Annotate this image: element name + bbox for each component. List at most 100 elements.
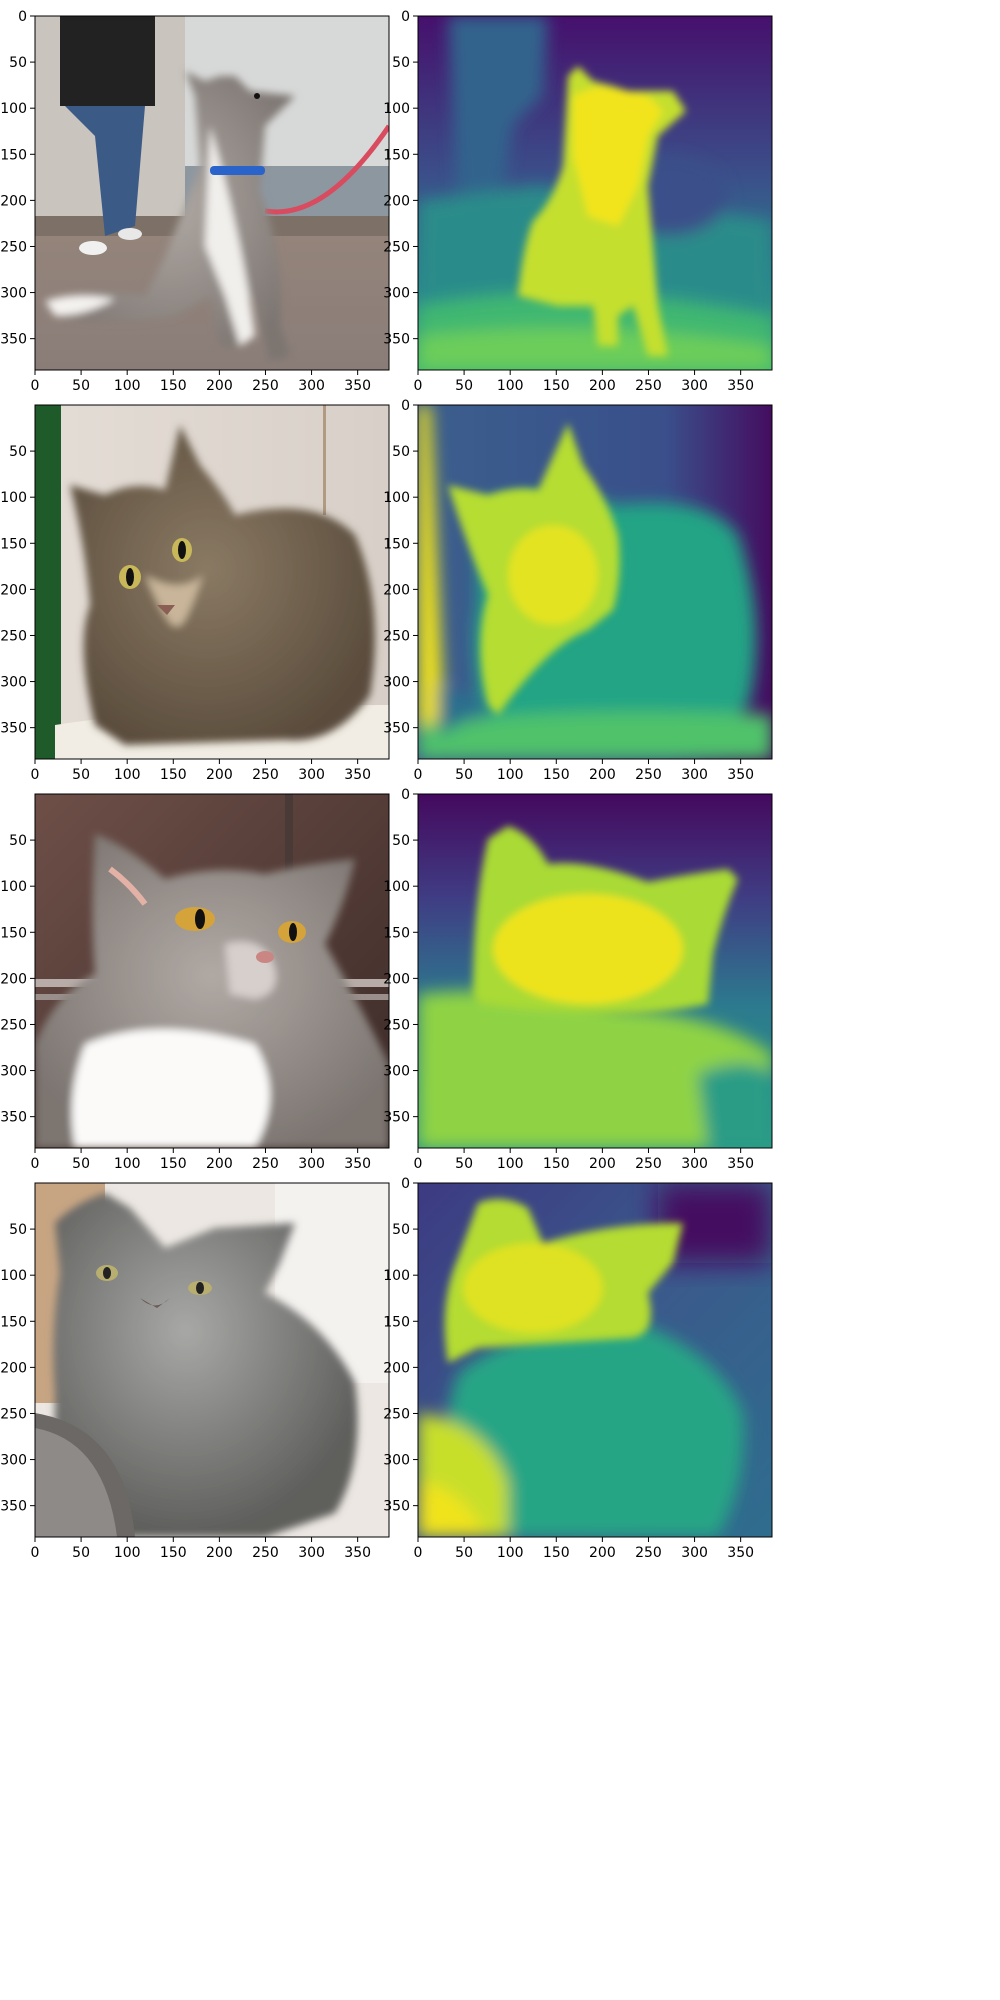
gray-cat-photo-image xyxy=(35,794,389,1148)
x-tick-label: 150 xyxy=(543,378,570,394)
x-tick-label: 200 xyxy=(206,1545,233,1561)
x-tick-label: 50 xyxy=(455,1545,473,1561)
x-tick-label: 300 xyxy=(681,378,708,394)
y-tick-label: 150 xyxy=(383,536,410,552)
x-tick-label: 250 xyxy=(635,1545,662,1561)
axes-layer: 0 50 100 150 200 250 300 350 0 50 100 150 200 250 300 3… xyxy=(0,9,773,1561)
y-tick-label: 300 xyxy=(0,1064,27,1080)
x-tick-label: 50 xyxy=(72,767,90,783)
y-tick-label: 350 xyxy=(0,332,27,348)
panel-1-0-axes: 0 50 100 150 200 250 300 350 50 100 150 200 250 300 35… xyxy=(0,404,390,783)
y-tick-label: 150 xyxy=(383,147,410,163)
y-tick-label: 250 xyxy=(383,1017,410,1033)
axes-frame xyxy=(417,793,773,1149)
panel-0-1-axes: 0 50 100 150 200 250 300 350 0 50 100 150 200 250 300 3… xyxy=(383,9,773,394)
panel-1-1-axes: 0 50 100 150 200 250 300 350 0 50 100 150 200 250 300 3… xyxy=(383,398,773,783)
y-tick-label: 100 xyxy=(0,101,27,117)
y-tick-label: 100 xyxy=(0,1268,27,1284)
y-tick-label: 100 xyxy=(0,490,27,506)
x-tick-label: 50 xyxy=(455,378,473,394)
panel-2-0-axes: 0 50 100 150 200 250 300 350 50 100 150 200 250 300 35… xyxy=(0,793,390,1172)
x-tick-label: 250 xyxy=(635,378,662,394)
x-tick-label: 300 xyxy=(298,767,325,783)
y-tick-label: 300 xyxy=(383,286,410,302)
y-tick-label: 350 xyxy=(383,1110,410,1126)
x-tick-label: 150 xyxy=(160,1545,187,1561)
y-tick-label: 200 xyxy=(383,582,410,598)
y-tick-label: 50 xyxy=(9,55,27,71)
y-tick-label: 50 xyxy=(9,444,27,460)
y-tick-label: 300 xyxy=(0,1453,27,1469)
tabby-cat-photo-image xyxy=(35,405,389,759)
y-tick-label: 350 xyxy=(383,1499,410,1515)
x-tick-label: 100 xyxy=(114,767,141,783)
y-tick-label: 150 xyxy=(0,1314,27,1330)
y-tick-label: 250 xyxy=(383,1406,410,1422)
x-tick-label: 100 xyxy=(497,1545,524,1561)
y-tick-label: 300 xyxy=(0,286,27,302)
y-tick-label: 200 xyxy=(0,582,27,598)
y-tick-label: 50 xyxy=(9,833,27,849)
dog-photo-image xyxy=(35,16,389,370)
x-tick-label: 100 xyxy=(497,767,524,783)
panel-0-0-axes: 0 50 100 150 200 250 300 350 0 50 100 150 200 250 300 3… xyxy=(0,9,390,394)
axes-frame xyxy=(417,404,773,760)
x-tick-label: 50 xyxy=(72,1545,90,1561)
y-tick-label: 300 xyxy=(383,675,410,691)
y-tick-label: 100 xyxy=(383,490,410,506)
y-tick-label: 50 xyxy=(392,1222,410,1238)
y-tick-label: 200 xyxy=(383,971,410,987)
y-tick-label: 50 xyxy=(392,444,410,460)
x-tick-label: 50 xyxy=(72,378,90,394)
x-tick-label: 350 xyxy=(344,378,371,394)
gray-cat-depth-map xyxy=(418,794,772,1148)
x-tick-label: 350 xyxy=(344,1545,371,1561)
x-tick-label: 150 xyxy=(160,1156,187,1172)
x-tick-label: 350 xyxy=(727,1156,754,1172)
x-tick-label: 50 xyxy=(455,767,473,783)
panel-2-1-axes: 0 50 100 150 200 250 300 350 0 50 100 150 200 250 300 3… xyxy=(383,787,773,1172)
y-tick-label: 150 xyxy=(0,147,27,163)
x-tick-label: 50 xyxy=(72,1156,90,1172)
x-tick-label: 350 xyxy=(727,1545,754,1561)
y-tick-label: 100 xyxy=(383,879,410,895)
axes-frame xyxy=(417,15,773,371)
x-tick-label: 250 xyxy=(635,767,662,783)
x-tick-label: 200 xyxy=(206,767,233,783)
x-tick-label: 100 xyxy=(497,378,524,394)
y-tick-label: 0 xyxy=(401,9,410,25)
x-tick-label: 350 xyxy=(727,767,754,783)
axes-frame xyxy=(417,1182,773,1538)
x-tick-label: 150 xyxy=(160,767,187,783)
axes-frame xyxy=(34,793,390,1149)
y-tick-label: 100 xyxy=(383,101,410,117)
y-tick-label: 250 xyxy=(0,628,27,644)
x-tick-label: 100 xyxy=(497,1156,524,1172)
x-tick-label: 200 xyxy=(589,1545,616,1561)
x-tick-label: 350 xyxy=(727,378,754,394)
y-tick-label: 250 xyxy=(0,239,27,255)
x-tick-label: 0 xyxy=(31,378,40,394)
tabby-cat-depth-map xyxy=(418,405,772,759)
y-tick-label: 200 xyxy=(0,971,27,987)
dog-depth-map xyxy=(418,16,772,370)
y-tick-label: 350 xyxy=(383,721,410,737)
x-tick-label: 0 xyxy=(31,767,40,783)
y-tick-label: 200 xyxy=(0,193,27,209)
y-tick-label: 150 xyxy=(0,925,27,941)
x-tick-label: 200 xyxy=(206,1156,233,1172)
y-tick-label: 150 xyxy=(383,925,410,941)
axes-frame xyxy=(34,404,390,760)
y-tick-label: 250 xyxy=(383,628,410,644)
x-tick-label: 0 xyxy=(414,767,423,783)
panel-3-1-axes: 0 50 100 150 200 250 300 350 0 50 100 150 200 250 300 3… xyxy=(383,1176,773,1561)
y-tick-label: 0 xyxy=(18,9,27,25)
x-tick-label: 300 xyxy=(681,1156,708,1172)
axes-frame xyxy=(34,15,390,371)
x-tick-label: 250 xyxy=(252,1545,279,1561)
y-tick-label: 0 xyxy=(401,787,410,803)
y-tick-label: 50 xyxy=(9,1222,27,1238)
x-tick-label: 200 xyxy=(206,378,233,394)
y-tick-label: 300 xyxy=(383,1064,410,1080)
